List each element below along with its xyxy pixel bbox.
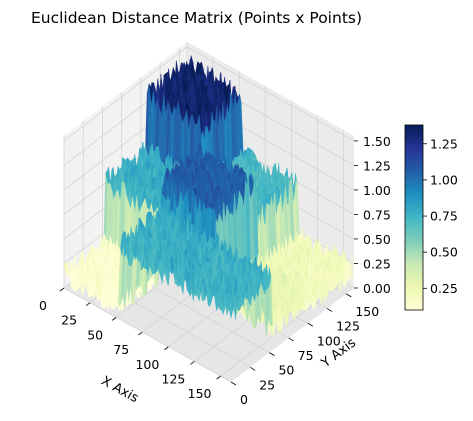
chart-title: Euclidean Distance Matrix (Points x Poin… bbox=[30, 9, 363, 27]
surface-mesh bbox=[63, 55, 355, 337]
z-gridline bbox=[63, 46, 355, 142]
